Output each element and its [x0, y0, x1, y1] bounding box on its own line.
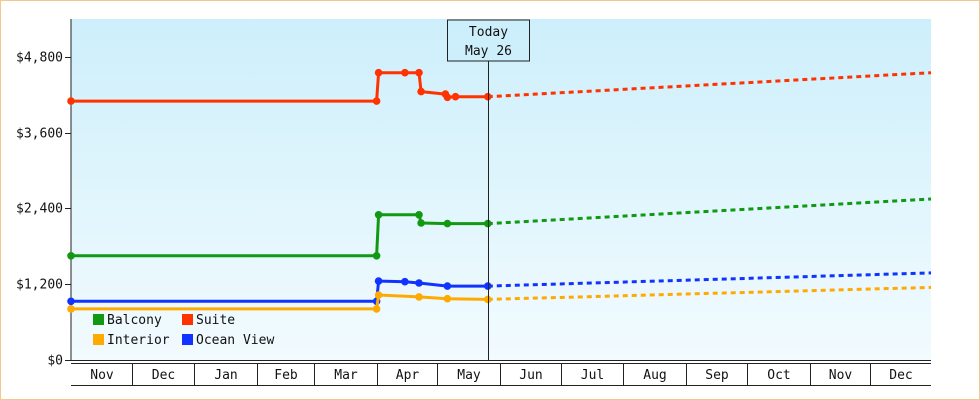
forecast-line [487, 71, 932, 99]
data-point [67, 252, 75, 260]
month-label: Jan [214, 368, 237, 383]
data-point [451, 92, 460, 101]
month-label: Dec [152, 368, 175, 383]
month-label: Mar [334, 368, 358, 383]
today-label: Today [469, 25, 508, 40]
data-point [401, 68, 409, 77]
legend-label: Suite [196, 313, 235, 328]
y-axis: $0 $1,200 $2,400 $3,600 $4,800 [16, 19, 72, 369]
month-label: Jul [581, 368, 604, 383]
legend-label: Balcony [107, 313, 162, 328]
data-point [67, 97, 75, 105]
series-line [71, 71, 488, 103]
forecast-line [487, 197, 932, 226]
data-point [443, 282, 452, 290]
data-point [374, 291, 383, 299]
data-point [415, 68, 423, 77]
month-label: Nov [90, 368, 114, 383]
month-label: May [457, 368, 481, 383]
y-tick-label: $3,600 [16, 127, 63, 142]
legend-swatch [182, 334, 193, 345]
x-axis: Nov Dec Jan Feb Mar Apr May Jun Jul Aug Sep Oct Nov D… [71, 360, 931, 386]
legend-label: Ocean View [196, 333, 274, 348]
data-point [415, 211, 423, 219]
data-point [443, 93, 452, 102]
legend-swatch [182, 314, 193, 325]
plot-area [71, 19, 931, 360]
month-label: Sep [705, 368, 729, 383]
data-point [374, 211, 383, 219]
today-date-label: May 26 [465, 44, 512, 59]
data-point [401, 277, 409, 286]
data-point [415, 293, 423, 301]
data-point [372, 305, 381, 313]
series-layer [67, 68, 932, 313]
legend: Balcony Suite Interior Ocean View [93, 313, 274, 348]
legend-swatch [93, 314, 104, 325]
data-point [67, 305, 75, 313]
data-point [372, 97, 381, 105]
month-label: Oct [767, 368, 790, 383]
month-label: Feb [274, 368, 298, 383]
y-tick-label: $0 [47, 354, 63, 369]
data-point [484, 295, 492, 304]
forecast-line [487, 271, 932, 288]
legend-label: Interior [107, 333, 170, 348]
data-point [417, 87, 425, 96]
data-point [443, 219, 452, 228]
y-tick-label: $4,800 [16, 51, 63, 66]
today-box [447, 19, 530, 62]
data-point [374, 68, 383, 77]
month-label: Nov [829, 368, 853, 383]
data-point [415, 279, 423, 287]
legend-swatch [93, 334, 104, 345]
month-label: Aug [643, 368, 666, 383]
data-point [443, 294, 452, 303]
month-label: Apr [396, 368, 420, 383]
data-point [67, 297, 75, 306]
y-tick-label: $2,400 [16, 202, 63, 217]
data-point [484, 282, 492, 290]
month-label: Dec [889, 368, 912, 383]
data-point [417, 219, 425, 227]
y-tick-label: $1,200 [16, 278, 63, 293]
forecast-line [487, 285, 932, 301]
month-label: Jun [519, 368, 542, 383]
today-marker: Today May 26 [447, 19, 530, 360]
data-point [374, 277, 383, 285]
data-point [372, 252, 381, 260]
series-line [71, 293, 488, 311]
